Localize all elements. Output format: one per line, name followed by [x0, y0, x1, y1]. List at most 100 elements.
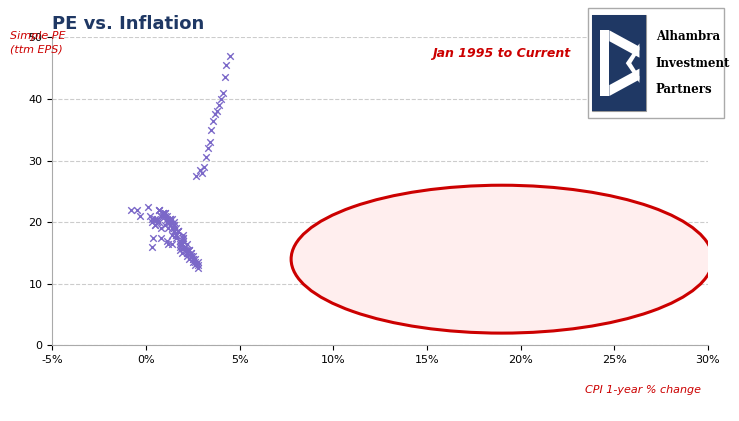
- Point: [181, 240, 193, 247]
- FancyBboxPatch shape: [592, 15, 647, 111]
- Point: [168, 228, 180, 235]
- Point: [181, 253, 193, 259]
- Point: [176, 250, 188, 256]
- FancyBboxPatch shape: [600, 30, 610, 96]
- Point: [191, 173, 202, 179]
- Point: [172, 228, 184, 235]
- Point: [149, 216, 161, 222]
- Point: [170, 231, 182, 238]
- Point: [151, 219, 163, 226]
- Point: [176, 240, 188, 247]
- Point: [163, 225, 174, 232]
- Point: [183, 247, 195, 253]
- Point: [125, 207, 137, 213]
- Point: [155, 213, 167, 219]
- Point: [192, 259, 204, 266]
- Point: [151, 216, 163, 222]
- Point: [204, 139, 216, 146]
- Point: [187, 259, 199, 266]
- Point: [155, 225, 167, 232]
- Point: [215, 96, 227, 102]
- Point: [188, 262, 200, 269]
- Point: [176, 240, 188, 247]
- Point: [188, 256, 200, 263]
- Text: Partners: Partners: [656, 83, 712, 96]
- Point: [196, 170, 208, 176]
- Point: [157, 210, 168, 216]
- Point: [180, 243, 191, 250]
- Point: [185, 250, 197, 256]
- Point: [164, 216, 176, 222]
- Point: [192, 262, 204, 269]
- Point: [168, 222, 180, 229]
- Point: [202, 145, 214, 152]
- Point: [148, 234, 160, 241]
- Point: [174, 240, 185, 247]
- Point: [170, 231, 182, 238]
- Polygon shape: [610, 30, 639, 58]
- Point: [187, 256, 199, 263]
- Point: [181, 250, 193, 256]
- Point: [177, 237, 189, 244]
- Point: [180, 247, 191, 253]
- Point: [146, 219, 157, 226]
- Point: [183, 247, 195, 253]
- Point: [149, 222, 161, 229]
- Point: [155, 213, 167, 219]
- Text: Alhambra: Alhambra: [656, 30, 720, 43]
- Point: [131, 207, 143, 213]
- Point: [172, 228, 184, 235]
- Point: [217, 89, 228, 96]
- Point: [166, 240, 178, 247]
- Text: Simple PE
(ttm EPS): Simple PE (ttm EPS): [10, 31, 65, 54]
- Point: [153, 207, 165, 213]
- Point: [166, 216, 178, 222]
- Point: [170, 225, 182, 232]
- Point: [174, 247, 185, 253]
- FancyBboxPatch shape: [592, 15, 647, 111]
- Point: [185, 253, 197, 259]
- Point: [181, 247, 193, 253]
- Point: [160, 219, 172, 226]
- Point: [205, 126, 217, 133]
- Point: [153, 219, 165, 226]
- Point: [168, 222, 180, 229]
- Point: [170, 231, 182, 238]
- Point: [159, 210, 171, 216]
- Point: [168, 219, 180, 226]
- Point: [208, 117, 219, 124]
- Point: [155, 234, 167, 241]
- Point: [185, 253, 197, 259]
- Point: [185, 250, 197, 256]
- Point: [177, 231, 189, 238]
- Point: [160, 213, 172, 219]
- Point: [144, 213, 156, 219]
- Point: [168, 225, 180, 232]
- Point: [194, 166, 206, 173]
- Point: [174, 243, 185, 250]
- Point: [192, 265, 204, 272]
- Point: [157, 210, 168, 216]
- Point: [142, 203, 154, 210]
- Point: [219, 74, 231, 81]
- Point: [157, 213, 168, 219]
- Point: [174, 237, 185, 244]
- Point: [166, 225, 178, 232]
- Polygon shape: [626, 43, 639, 83]
- Point: [183, 256, 195, 263]
- Point: [198, 163, 210, 170]
- Point: [164, 216, 176, 222]
- Point: [176, 240, 188, 247]
- Point: [164, 222, 176, 229]
- Point: [211, 108, 223, 115]
- Point: [163, 219, 174, 226]
- Point: [160, 216, 172, 222]
- Point: [180, 243, 191, 250]
- Point: [177, 234, 189, 241]
- Point: [164, 216, 176, 222]
- Point: [209, 111, 221, 118]
- Point: [159, 210, 171, 216]
- Ellipse shape: [291, 185, 712, 333]
- Point: [225, 53, 236, 59]
- Point: [153, 207, 165, 213]
